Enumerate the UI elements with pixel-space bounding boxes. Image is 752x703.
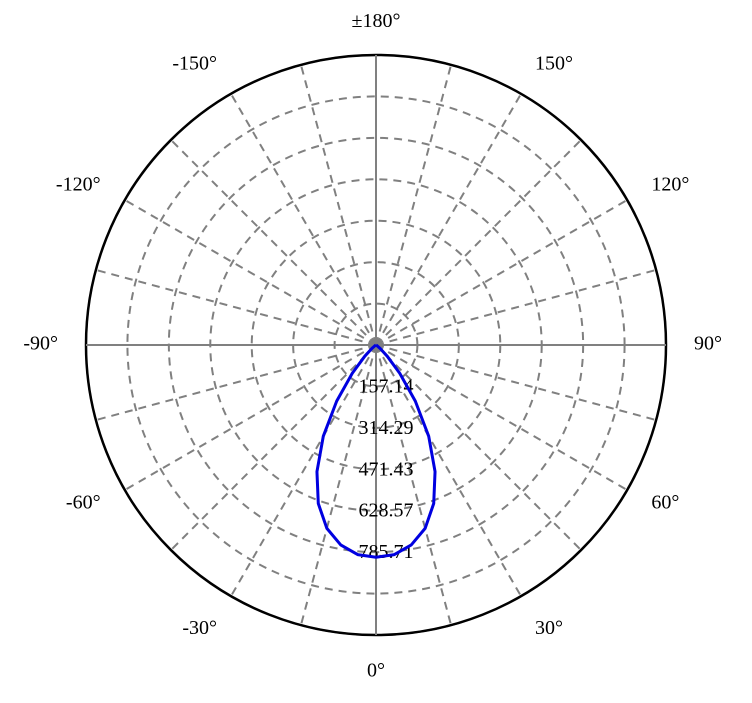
angle-label: -150° [172, 53, 217, 75]
angle-label: 0° [367, 660, 385, 682]
angle-label: 120° [651, 174, 689, 196]
angle-label: -60° [66, 492, 101, 514]
radial-tick-label: 157.14 [359, 375, 414, 397]
angle-label: 90° [694, 333, 722, 355]
radial-tick-label: 314.29 [359, 417, 414, 439]
radial-tick-label: 471.43 [359, 458, 414, 480]
angle-label: -30° [182, 617, 217, 639]
radial-tick-label: 628.57 [359, 500, 414, 522]
polar-svg: 0° 30° 60° 90° 120° 150° ±180° -150° -120° -90° -6… [0, 0, 752, 703]
angle-label: 30° [535, 617, 563, 639]
angle-label: ±180° [352, 10, 401, 32]
angle-label: 60° [651, 492, 679, 514]
polar-chart: 0° 30° 60° 90° 120° 150° ±180° -150° -120° -90° -6… [0, 0, 752, 703]
radial-tick-label: 785.71 [359, 541, 414, 563]
angle-label: -90° [23, 333, 58, 355]
angle-label: -120° [56, 174, 101, 196]
angle-label: 150° [535, 53, 573, 75]
